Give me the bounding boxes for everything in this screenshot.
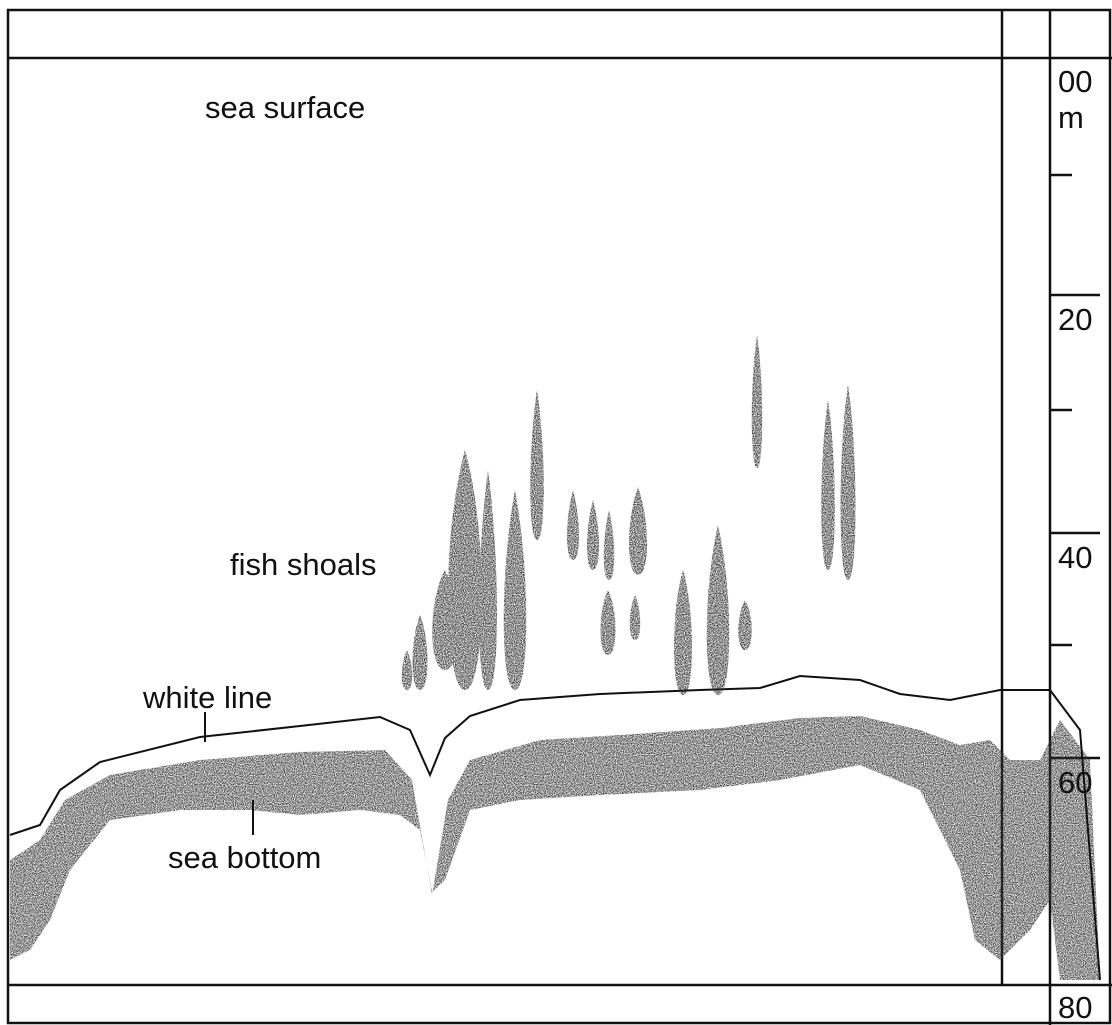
depth-label: 80 <box>1058 990 1092 1025</box>
white-line-trace <box>10 676 1100 980</box>
echogram: sea surface fish shoals white line sea b… <box>0 0 1112 1025</box>
annotation: sea bottom <box>168 840 321 875</box>
page: sea surface fish shoals white line sea b… <box>0 0 1112 1025</box>
depth-label: 40 <box>1058 540 1092 575</box>
fish-shoals <box>402 335 856 695</box>
annotation: sea surface <box>205 90 365 125</box>
depth-ticks <box>1050 175 1100 758</box>
depth-unit: m <box>1058 100 1084 135</box>
annotation: fish shoals <box>230 547 376 582</box>
depth-label: 20 <box>1058 302 1092 337</box>
annotation: white line <box>142 680 272 715</box>
depth-label: 60 <box>1058 765 1092 800</box>
depth-label: 00 <box>1058 64 1092 99</box>
